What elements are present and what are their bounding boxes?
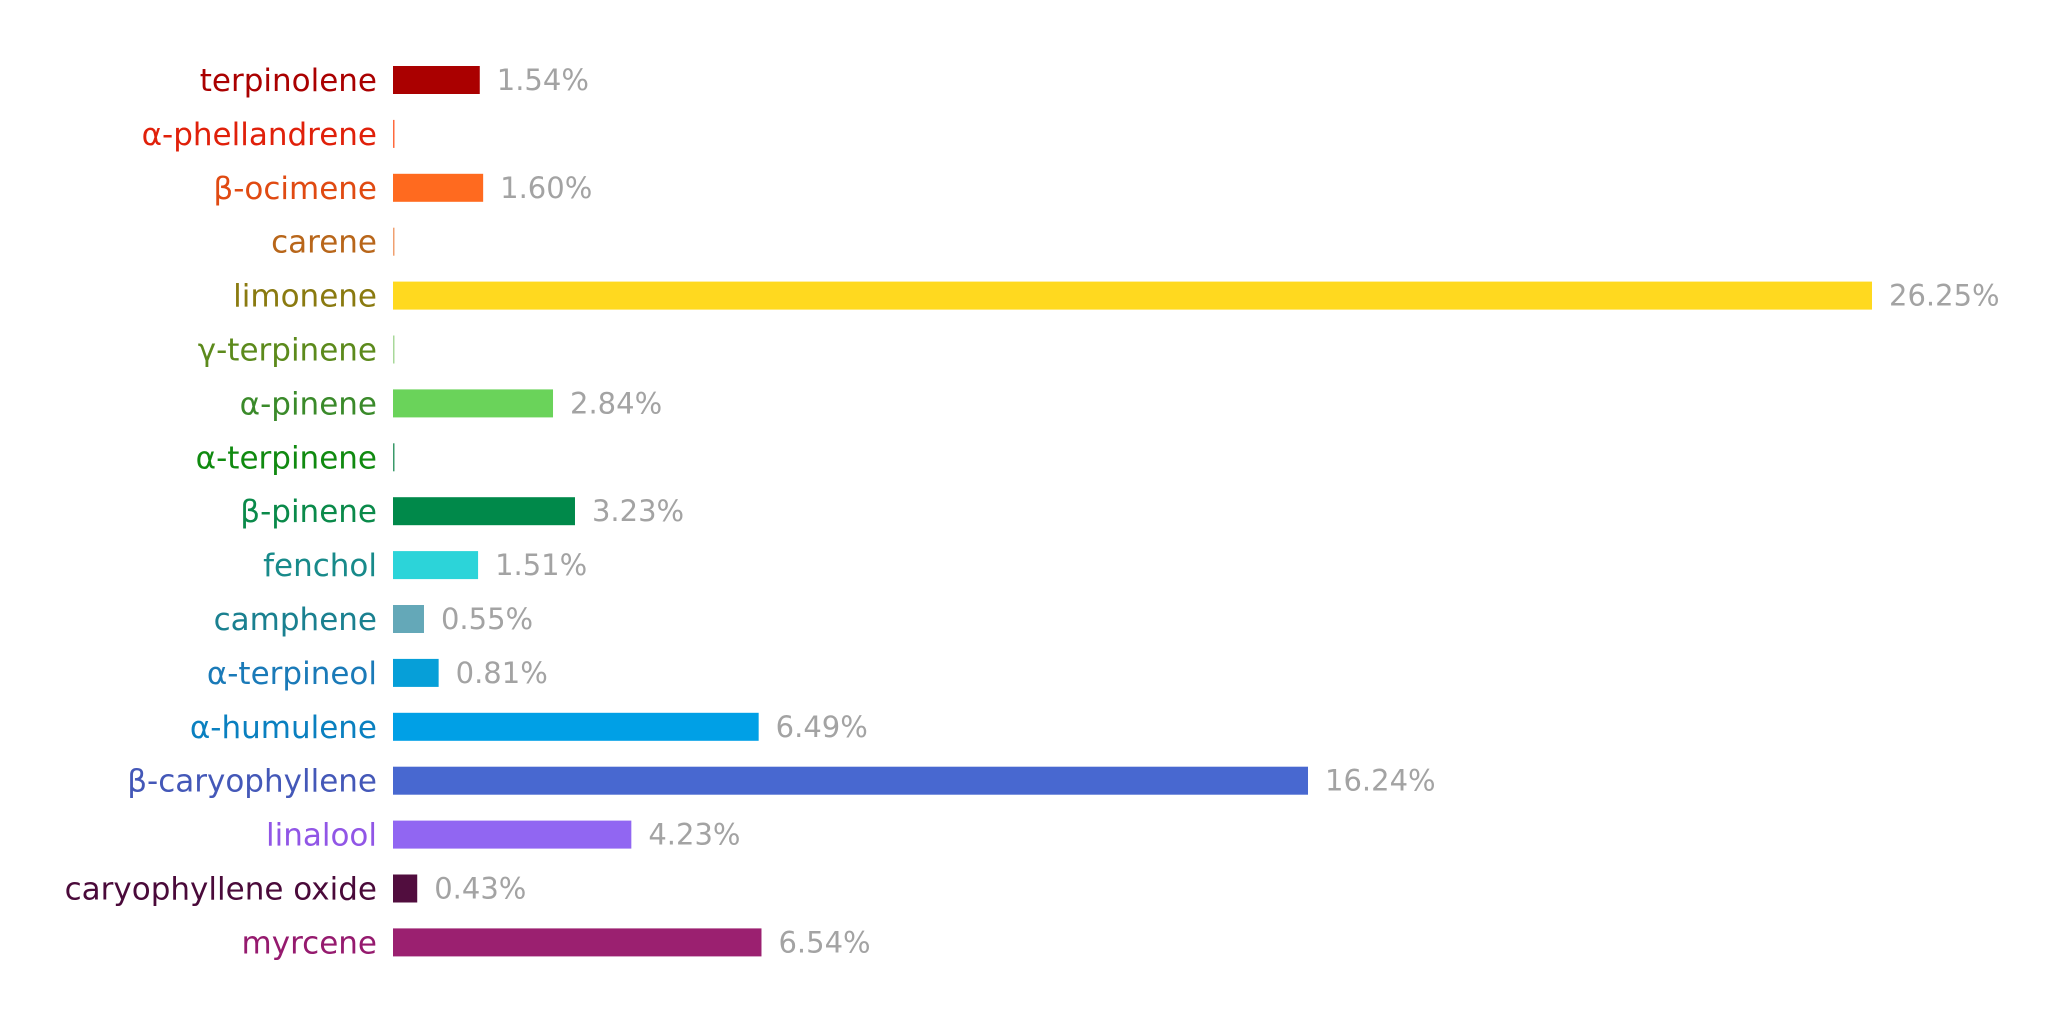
category-label-phellandrene: α-phellandrene [142, 117, 377, 153]
bar-ocimene [393, 173, 484, 202]
value-label-myrcene: 6.54% [778, 925, 870, 959]
bar-caryophyllene [393, 766, 1309, 795]
category-label-caryophyllene: β-caryophyllene [127, 764, 377, 800]
bar-myrcene [393, 928, 762, 957]
category-label-humulene: α-humulene [190, 710, 377, 746]
category-label-limonene: limonene [233, 279, 377, 315]
category-label-pinene: α-pinene [240, 386, 377, 422]
bar-camphene [393, 605, 424, 633]
value-labels: 1.54% 1.60% 26.25% 2.84% 3.23%1.51% 0.55% 0.81… [434, 63, 1999, 959]
category-label-terpinene: γ-terpinene [198, 333, 377, 369]
bar-carene [393, 227, 395, 256]
category-label-myrcene: myrcene [242, 925, 377, 961]
value-label-pinene: 3.23% [592, 494, 684, 528]
value-label-terpinolene: 1.54% [497, 63, 589, 97]
bar-pinene [393, 497, 575, 526]
bar-terpinene [393, 443, 395, 472]
bar-pinene [393, 389, 554, 418]
category-label-caryophyllene-oxide: caryophyllene oxide [65, 872, 377, 908]
bar-linalool [393, 820, 632, 849]
value-label-humulene: 6.49% [776, 710, 868, 744]
value-label-pinene: 2.84% [570, 386, 662, 420]
value-label-camphene: 0.55% [441, 602, 533, 636]
bar-terpinolene [393, 66, 480, 94]
bar-fenchol [393, 551, 479, 580]
bar-caryophyllene-oxide [393, 874, 418, 903]
value-label-linalool: 4.23% [648, 818, 740, 852]
bar-terpineol [393, 658, 439, 687]
category-label-terpineol: α-terpineol [207, 656, 377, 692]
value-label-caryophyllene: 16.24% [1325, 764, 1436, 798]
category-label-fenchol: fenchol [263, 548, 377, 584]
bar-humulene [393, 712, 759, 741]
category-label-pinene: β-pinene [240, 494, 377, 530]
bar-terpinene [393, 335, 395, 364]
category-label-carene: carene [271, 225, 377, 261]
bar-phellandrene [393, 119, 395, 148]
category-label-terpinolene: terpinolene [200, 63, 377, 99]
value-label-ocimene: 1.60% [500, 171, 592, 205]
bar-limonene [393, 281, 1872, 310]
category-label-ocimene: β-ocimene [213, 171, 377, 207]
category-labels: terpinolene α-phellandrene β-ocimene carene… [65, 63, 377, 961]
bars [393, 66, 1872, 957]
category-label-terpinene: α-terpinene [196, 440, 377, 476]
category-label-linalool: linalool [266, 818, 377, 854]
value-label-caryophyllene-oxide: 0.43% [434, 872, 526, 906]
value-label-terpineol: 0.81% [456, 656, 548, 690]
category-label-camphene: camphene [214, 602, 377, 638]
value-label-limonene: 26.25% [1889, 279, 2000, 313]
value-label-fenchol: 1.51% [495, 548, 587, 582]
